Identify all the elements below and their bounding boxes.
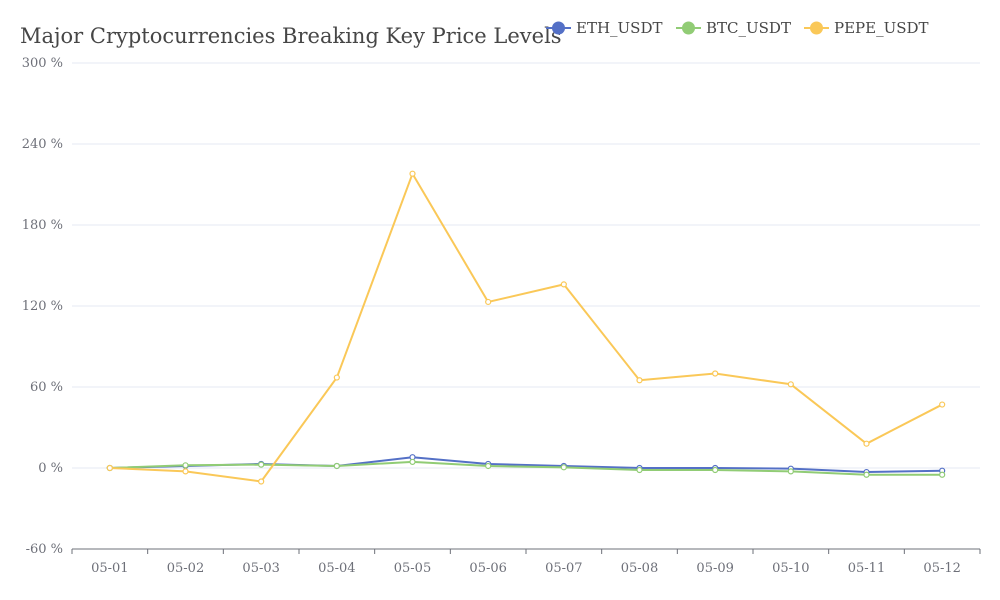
- data-point[interactable]: [333, 374, 340, 381]
- data-point[interactable]: [560, 281, 567, 288]
- legend-marker-icon: [552, 21, 565, 35]
- data-point[interactable]: [636, 466, 643, 474]
- y-tick-label: 60 %: [30, 380, 63, 395]
- series-line: [109, 460, 943, 476]
- y-tick-label: 180 %: [22, 218, 63, 233]
- legend-item-btc-usdt[interactable]: BTC_USDT: [676, 19, 791, 37]
- data-point[interactable]: [939, 471, 946, 478]
- data-point[interactable]: [333, 462, 340, 470]
- data-point[interactable]: [409, 458, 416, 466]
- x-tick-label: 05-10: [772, 561, 809, 576]
- series-pepe-usdt: [106, 170, 946, 485]
- series-group: [106, 170, 946, 485]
- x-tick-label: 05-02: [167, 561, 204, 576]
- data-point[interactable]: [787, 468, 794, 475]
- legend-item-eth-usdt[interactable]: ETH_USDT: [546, 19, 662, 37]
- legend-label: BTC_USDT: [706, 19, 791, 37]
- data-point[interactable]: [106, 464, 113, 472]
- grid: [72, 62, 980, 469]
- data-point[interactable]: [182, 468, 189, 475]
- data-point[interactable]: [485, 462, 492, 470]
- data-point[interactable]: [863, 471, 870, 478]
- legend-label: ETH_USDT: [576, 19, 662, 37]
- series-line: [109, 172, 943, 483]
- y-tick-label: -60 %: [26, 542, 63, 557]
- data-point[interactable]: [485, 298, 492, 306]
- x-tick-label: 05-06: [469, 561, 506, 576]
- legend-marker-icon: [682, 21, 695, 35]
- x-tick-label: 05-11: [848, 561, 885, 576]
- x-tick-label: 05-07: [545, 561, 582, 576]
- x-tick-label: 05-01: [91, 561, 128, 576]
- x-tick-label: 05-12: [923, 561, 960, 576]
- legend-item-pepe-usdt[interactable]: PEPE_USDT: [804, 19, 929, 37]
- data-point[interactable]: [182, 462, 189, 469]
- data-point[interactable]: [560, 464, 567, 471]
- y-tick-label: 300 %: [22, 56, 63, 71]
- data-point[interactable]: [712, 370, 719, 377]
- data-point[interactable]: [863, 440, 870, 447]
- data-point[interactable]: [939, 401, 946, 408]
- data-point[interactable]: [636, 377, 643, 384]
- y-tick-label: 240 %: [22, 137, 63, 152]
- data-point[interactable]: [258, 461, 265, 468]
- axes: 300 % 240 % 180 % 120 % 60 % 0 % -60 % 05-01 05-…: [22, 56, 981, 576]
- y-tick-label: 120 %: [22, 299, 63, 314]
- x-tick-label: 05-09: [696, 561, 733, 576]
- x-tick-label: 05-04: [318, 561, 355, 576]
- x-tick-label: 05-08: [621, 561, 658, 576]
- data-point[interactable]: [712, 466, 719, 474]
- x-tick-label: 05-03: [242, 561, 279, 576]
- legend-label: PEPE_USDT: [834, 19, 929, 37]
- data-point[interactable]: [787, 381, 794, 388]
- data-point[interactable]: [258, 478, 265, 485]
- chart-title: Major Cryptocurrencies Breaking Key Pric…: [20, 24, 562, 48]
- y-tick-label: 0 %: [38, 461, 63, 476]
- legend-marker-icon: [810, 21, 823, 35]
- legend[interactable]: ETH_USDT BTC_USDT PEPE_USDT: [546, 19, 929, 37]
- data-point[interactable]: [409, 170, 416, 177]
- x-tick-label: 05-05: [394, 561, 431, 576]
